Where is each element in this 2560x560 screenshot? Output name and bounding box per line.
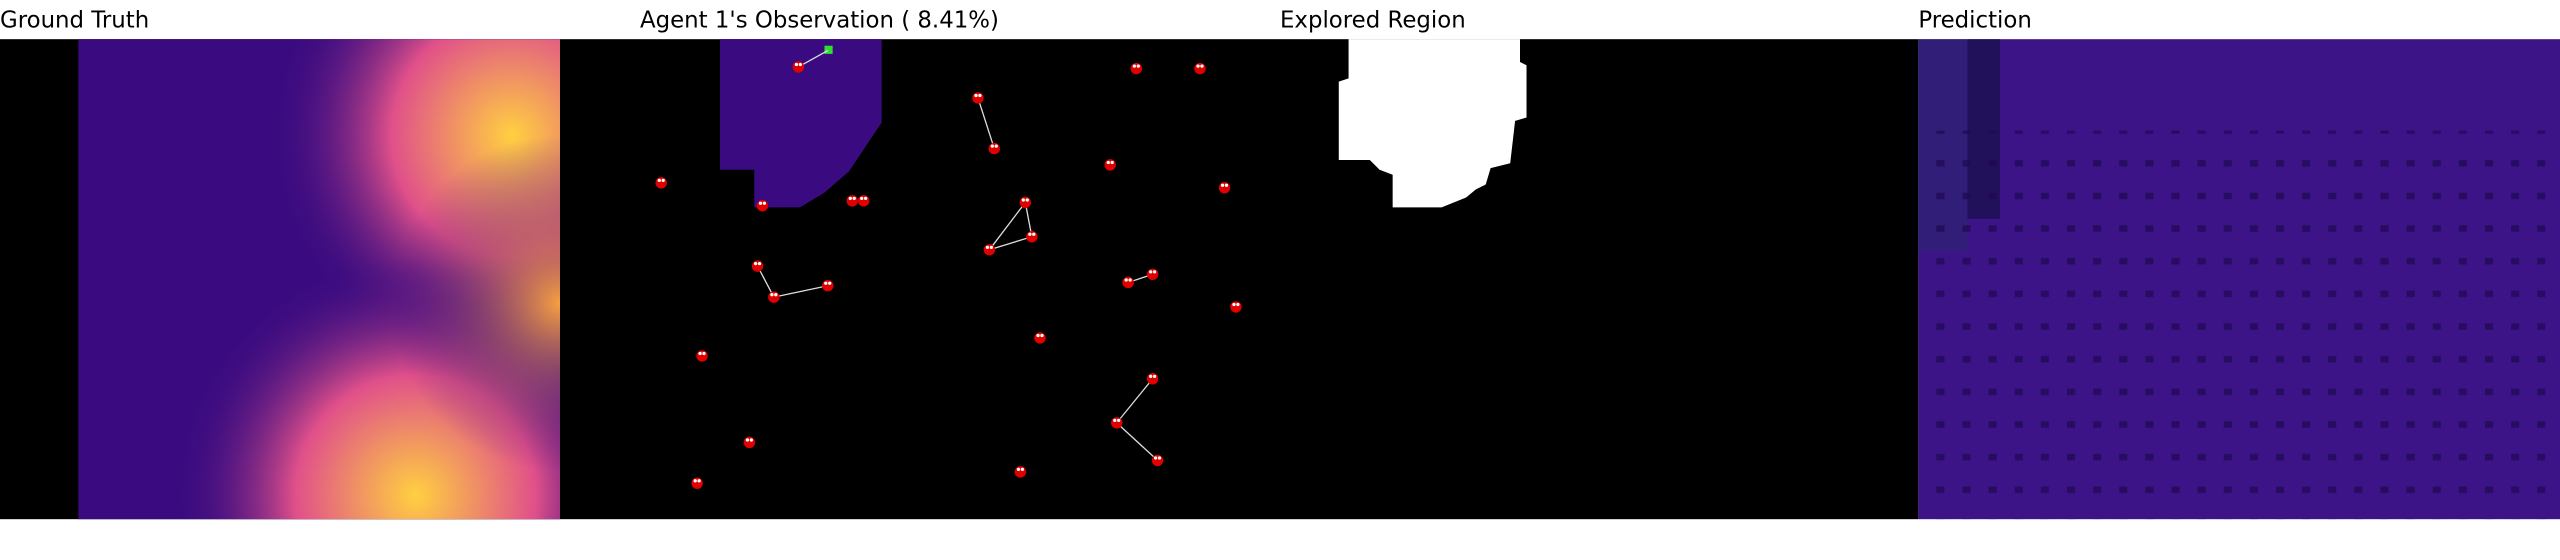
- panel-title: Ground Truth: [0, 8, 149, 34]
- observation-image: [640, 39, 1280, 520]
- panel-title: Explored Region: [1280, 8, 1466, 34]
- prediction-image: [1918, 39, 2560, 520]
- explored-region-image: [1280, 39, 1919, 520]
- panel-title: Agent 1's Observation ( 8.41%): [640, 8, 999, 34]
- ground-truth-image: [0, 39, 640, 520]
- panel-title: Prediction: [1918, 8, 2031, 34]
